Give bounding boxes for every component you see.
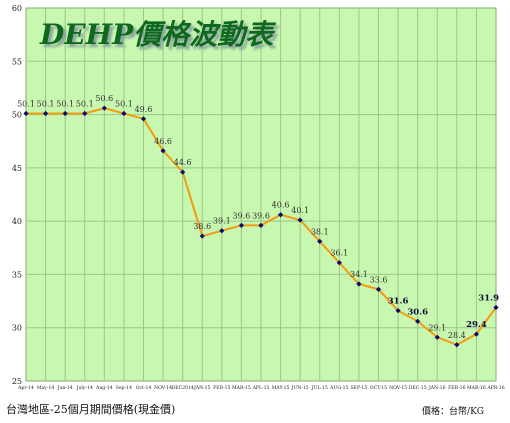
x-tick-label: FEB-15: [213, 385, 230, 391]
x-tick-label: MAR-16: [467, 385, 486, 391]
data-point-marker: [238, 222, 245, 229]
data-point-marker: [277, 212, 284, 218]
data-label: 40.6: [272, 201, 290, 210]
data-label: 31.6: [388, 297, 409, 307]
data-label: 29.4: [466, 320, 487, 330]
x-tick-label: AUG-15: [329, 385, 348, 391]
data-point-marker: [101, 105, 107, 111]
x-tick-label: NOV-14: [154, 385, 172, 391]
data-label: 50.1: [37, 100, 55, 109]
data-label: 39.6: [252, 211, 270, 220]
data-label: 50.1: [17, 100, 35, 109]
data-point-marker: [434, 334, 440, 340]
data-point-marker: [42, 110, 49, 117]
data-point-marker: [297, 217, 303, 223]
data-point-marker: [62, 110, 68, 117]
data-label: 49.6: [135, 105, 153, 114]
data-point-marker: [395, 308, 401, 314]
y-tick-label: 30: [12, 324, 22, 333]
data-point-marker: [375, 286, 382, 292]
data-label: 34.1: [350, 270, 368, 279]
data-point-marker: [140, 116, 147, 122]
data-point-marker: [493, 304, 499, 311]
data-label: 38.6: [193, 222, 211, 231]
x-tick-label: FEB-16: [448, 385, 465, 391]
data-point-marker: [317, 238, 323, 244]
data-point-marker: [454, 342, 460, 348]
data-label: 50.6: [95, 94, 113, 103]
x-tick-label: DEC2014: [172, 385, 194, 391]
data-point-marker: [473, 331, 480, 337]
data-label: 30.6: [407, 307, 428, 317]
data-label: 36.1: [330, 249, 348, 258]
x-tick-label: JUL-15: [311, 385, 328, 391]
x-tick-label: May-14: [37, 385, 55, 391]
data-point-marker: [121, 110, 127, 117]
data-point-marker: [258, 222, 264, 229]
x-tick-label: Oct-14: [136, 385, 152, 391]
x-tick-label: APL-15: [252, 385, 270, 391]
data-point-marker: [82, 110, 88, 117]
data-label: 28.4: [448, 331, 466, 340]
x-tick-label: JAN-16: [428, 385, 446, 391]
y-tick-label: 55: [12, 57, 22, 66]
x-tick-label: Apr-14: [17, 385, 34, 391]
y-tick-label: 45: [12, 164, 22, 173]
x-tick-label: Aug-14: [95, 385, 113, 391]
data-point-marker: [23, 110, 29, 117]
data-label: 33.6: [370, 275, 388, 284]
data-label: 50.1: [56, 100, 74, 109]
x-tick-label: APR-16: [486, 385, 504, 391]
data-label: 29.1: [428, 323, 446, 332]
y-tick-label: 25: [12, 377, 22, 386]
chart-title: DEHP價格波動表: [39, 18, 277, 51]
x-tick-label: July-14: [76, 385, 93, 391]
data-label: 50.1: [76, 100, 94, 109]
data-label: 38.1: [311, 227, 329, 236]
data-point-marker: [336, 260, 342, 266]
data-label: 40.1: [291, 206, 309, 215]
x-tick-label: JUN-15: [291, 385, 309, 391]
x-tick-label: MAR-15: [232, 385, 251, 391]
x-tick-label: JAN-15: [193, 385, 211, 391]
y-tick-label: 35: [12, 270, 22, 279]
data-label: 39.6: [233, 211, 251, 220]
data-point-marker: [219, 228, 225, 234]
data-label: 46.6: [154, 137, 172, 146]
x-tick-label: OCT-15: [370, 385, 387, 391]
data-point-marker: [415, 318, 421, 324]
x-tick-label: NOV-15: [389, 385, 407, 391]
data-point-marker: [199, 233, 205, 239]
data-label: 39.1: [213, 217, 231, 226]
x-tick-label: Sep-14: [116, 385, 132, 391]
data-label: 44.6: [174, 158, 192, 167]
y-tick-label: 40: [12, 217, 22, 226]
x-tick-label: SEP-15: [351, 385, 368, 391]
y-tick-label: 50: [12, 111, 22, 120]
data-point-marker: [160, 148, 166, 154]
source-note: 台灣地區-25個月期間價格(現金價): [6, 403, 176, 416]
data-point-marker: [356, 281, 362, 287]
data-label: 31.9: [478, 293, 499, 303]
x-tick-label: DEC-15: [409, 385, 427, 391]
x-tick-label: Jun-14: [57, 385, 73, 391]
data-point-marker: [180, 169, 186, 175]
data-label: 50.1: [115, 100, 133, 109]
unit-note: 價格：台幣/KG: [422, 407, 484, 417]
x-tick-label: MAY-15: [272, 385, 290, 391]
y-tick-label: 60: [12, 4, 22, 13]
